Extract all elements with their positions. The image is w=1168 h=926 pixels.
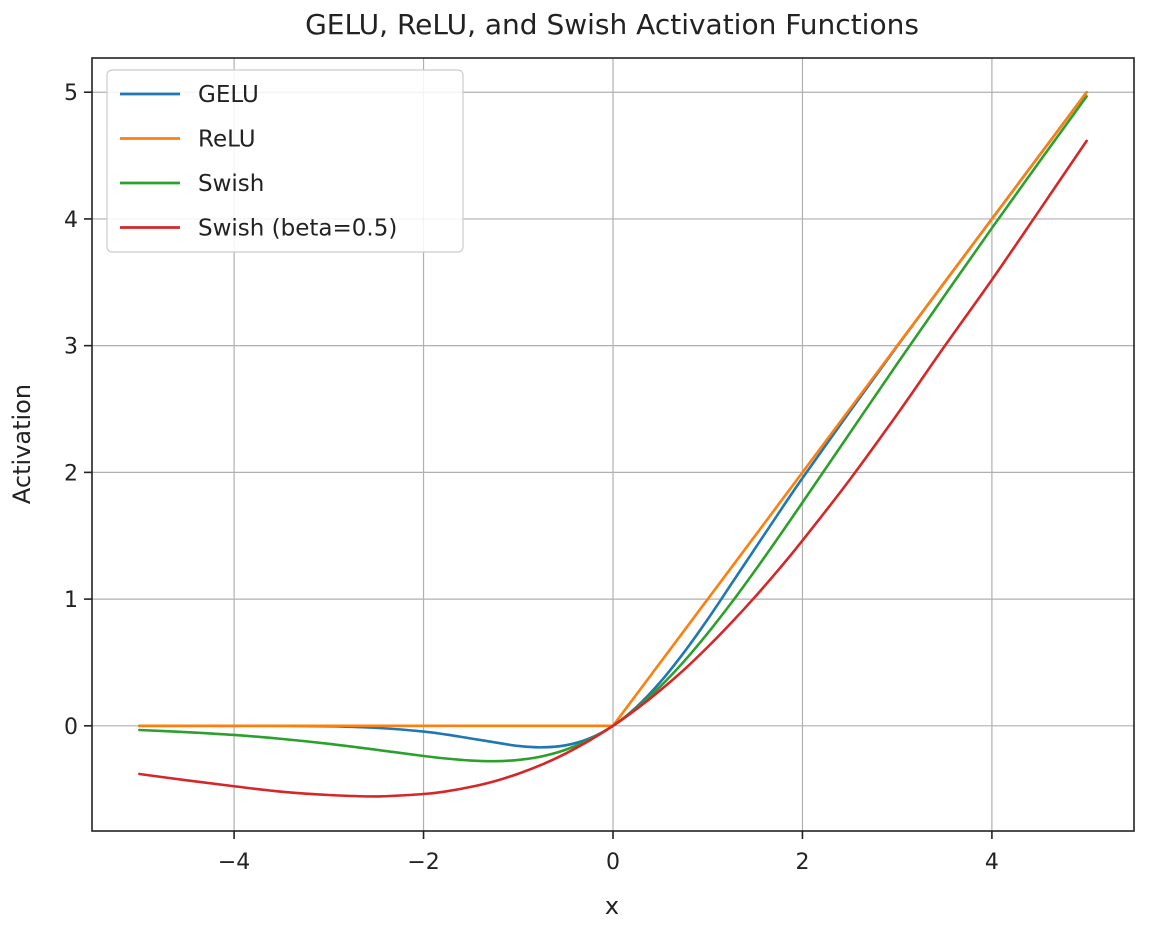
y-tick-label: 2 [64,461,78,486]
x-tick-label: 4 [985,850,999,875]
y-tick-label: 1 [64,588,78,613]
chart-title: GELU, ReLU, and Swish Activation Functio… [305,8,919,41]
x-tick-label: −4 [218,850,250,875]
x-tick-label: 2 [795,850,809,875]
legend-box [106,69,464,253]
y-tick-label: 0 [64,715,78,740]
legend-label-swish-beta-0-5: Swish (beta=0.5) [198,216,397,242]
x-tick-label: −2 [407,850,439,875]
series-lines [138,90,1088,798]
legend-label-relu: ReLU [198,127,256,153]
y-tick-label: 5 [64,81,78,106]
legend-label-swish: Swish [198,171,264,197]
legend-entries: GELU ReLU Swish Swish (beta=0.5) [120,82,397,242]
y-tick-label: 3 [64,335,78,360]
y-axis-ticks: 0 1 2 3 4 5 [64,81,92,740]
x-axis-ticks: −4 −2 0 2 4 [218,831,999,875]
x-axis-label: x [605,892,619,920]
y-tick-label: 4 [64,208,78,233]
legend-label-gelu: GELU [198,82,259,108]
legend: GELU ReLU Swish Swish (beta=0.5) [106,69,464,253]
x-tick-label: 0 [606,850,620,875]
y-axis-label: Activation [8,384,36,504]
series-line-swish-beta-0-5 [138,139,1088,798]
